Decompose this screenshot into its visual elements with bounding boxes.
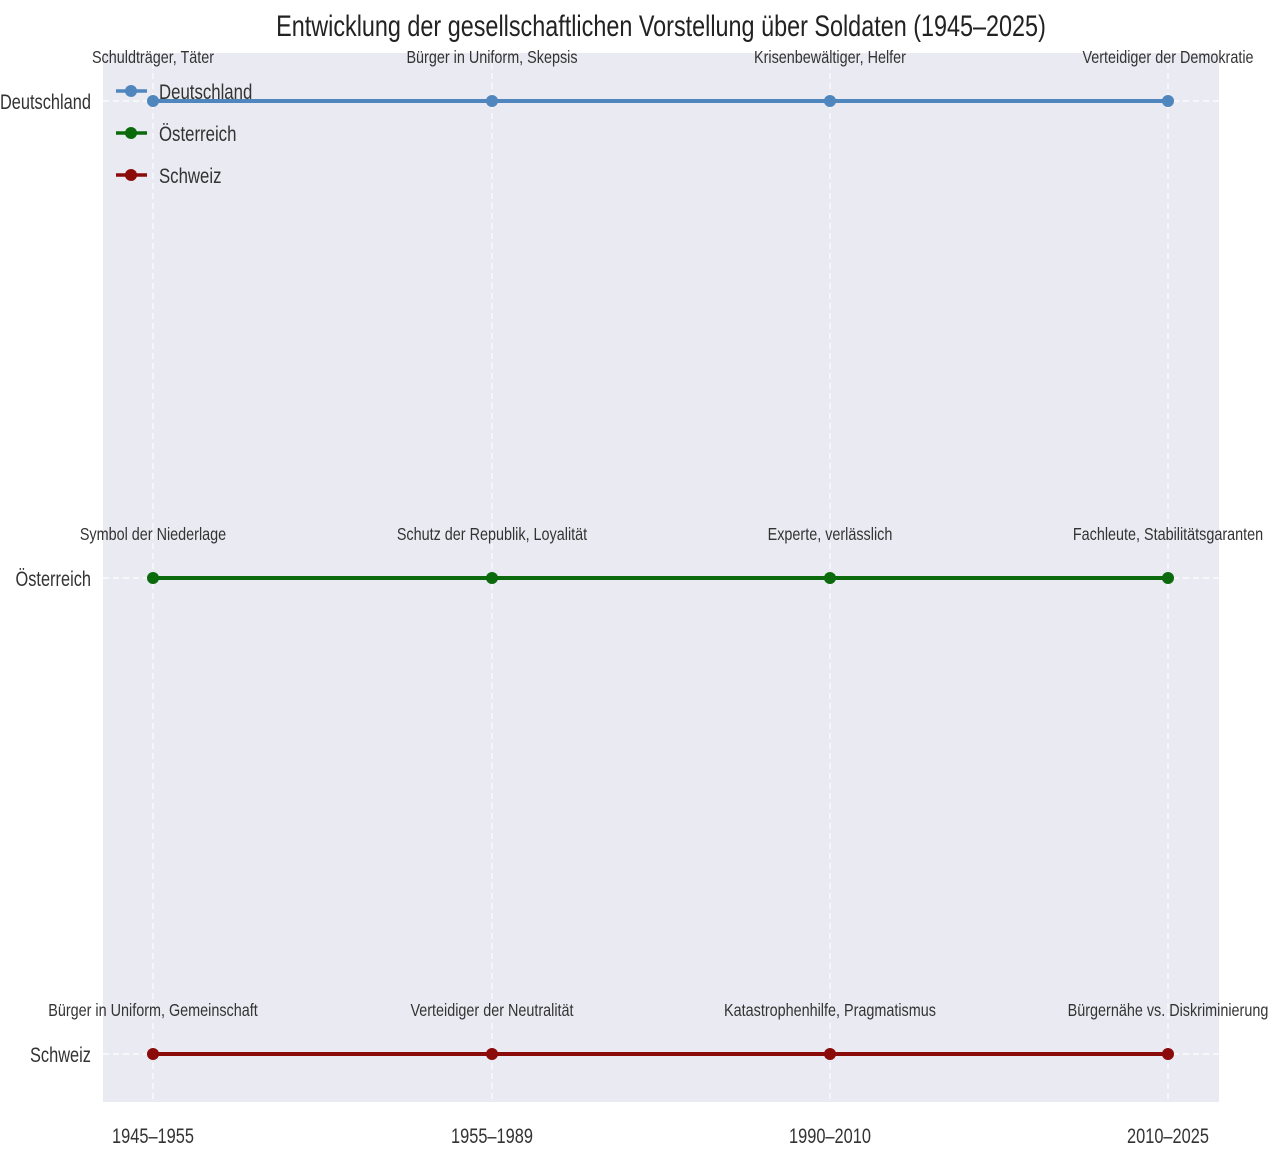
legend-marker-1 (125, 127, 137, 139)
legend-item-österreich: Österreich (116, 123, 236, 147)
point-label-2-2: Katastrophenhilfe, Pragmatismus (724, 1001, 936, 1021)
series-layer (147, 95, 1174, 1060)
y-tick-label-0: Deutschland (0, 90, 91, 113)
data-point-2-3 (1162, 1048, 1174, 1060)
y-tick-label-2: Schweiz (30, 1043, 91, 1066)
data-point-0-3 (1162, 95, 1174, 107)
legend: Deutschland Österreich Schweiz (116, 81, 252, 189)
point-label-0-2: Krisenbewältiger, Helfer (754, 48, 906, 68)
data-point-2-0 (147, 1048, 159, 1060)
point-labels: Schuldträger, Täter Bürger in Uniform, Sk… (48, 48, 1268, 1021)
legend-item-deutschland: Deutschland (116, 81, 252, 105)
point-label-1-1: Schutz der Republik, Loyalität (397, 525, 588, 545)
x-tick-label-0: 1945–1955 (112, 1124, 194, 1147)
data-point-0-1 (486, 95, 498, 107)
legend-item-schweiz: Schweiz (116, 165, 222, 189)
data-point-2-1 (486, 1048, 498, 1060)
legend-label-2: Schweiz (159, 165, 222, 188)
point-label-1-0: Symbol der Niederlage (80, 525, 226, 545)
data-point-1-1 (486, 572, 498, 584)
y-tick-label-1: Österreich (15, 567, 91, 590)
data-point-1-3 (1162, 572, 1174, 584)
x-tick-label-2: 1990–2010 (789, 1124, 871, 1147)
legend-marker-0 (125, 85, 137, 97)
legend-label-1: Österreich (159, 123, 236, 146)
data-point-1-0 (147, 572, 159, 584)
point-label-0-0: Schuldträger, Täter (92, 48, 215, 68)
legend-label-0: Deutschland (159, 81, 252, 104)
x-tick-label-1: 1955–1989 (451, 1124, 533, 1147)
point-label-1-2: Experte, verlässlich (768, 525, 893, 545)
point-label-2-0: Bürger in Uniform, Gemeinschaft (48, 1001, 258, 1021)
data-point-2-2 (824, 1048, 836, 1060)
x-tick-label-3: 2010–2025 (1127, 1124, 1209, 1147)
series-schweiz (147, 1048, 1174, 1060)
data-point-1-2 (824, 572, 836, 584)
point-label-0-1: Bürger in Uniform, Skepsis (406, 48, 577, 68)
series-österreich (147, 572, 1174, 584)
point-label-2-1: Verteidiger der Neutralität (410, 1001, 574, 1021)
series-deutschland (147, 95, 1174, 107)
point-label-0-3: Verteidiger der Demokratie (1082, 48, 1253, 68)
legend-marker-2 (125, 169, 137, 181)
point-label-2-3: Bürgernähe vs. Diskriminierung (1068, 1001, 1269, 1021)
chart-title: Entwicklung der gesellschaftlichen Vorst… (276, 9, 1046, 42)
data-point-0-2 (824, 95, 836, 107)
data-point-0-0 (147, 95, 159, 107)
axis-tick-labels: 1945–1955 1955–1989 1990–2010 2010–2025 Deut… (0, 90, 1209, 1147)
point-label-1-3: Fachleute, Stabilitätsgaranten (1073, 525, 1263, 545)
